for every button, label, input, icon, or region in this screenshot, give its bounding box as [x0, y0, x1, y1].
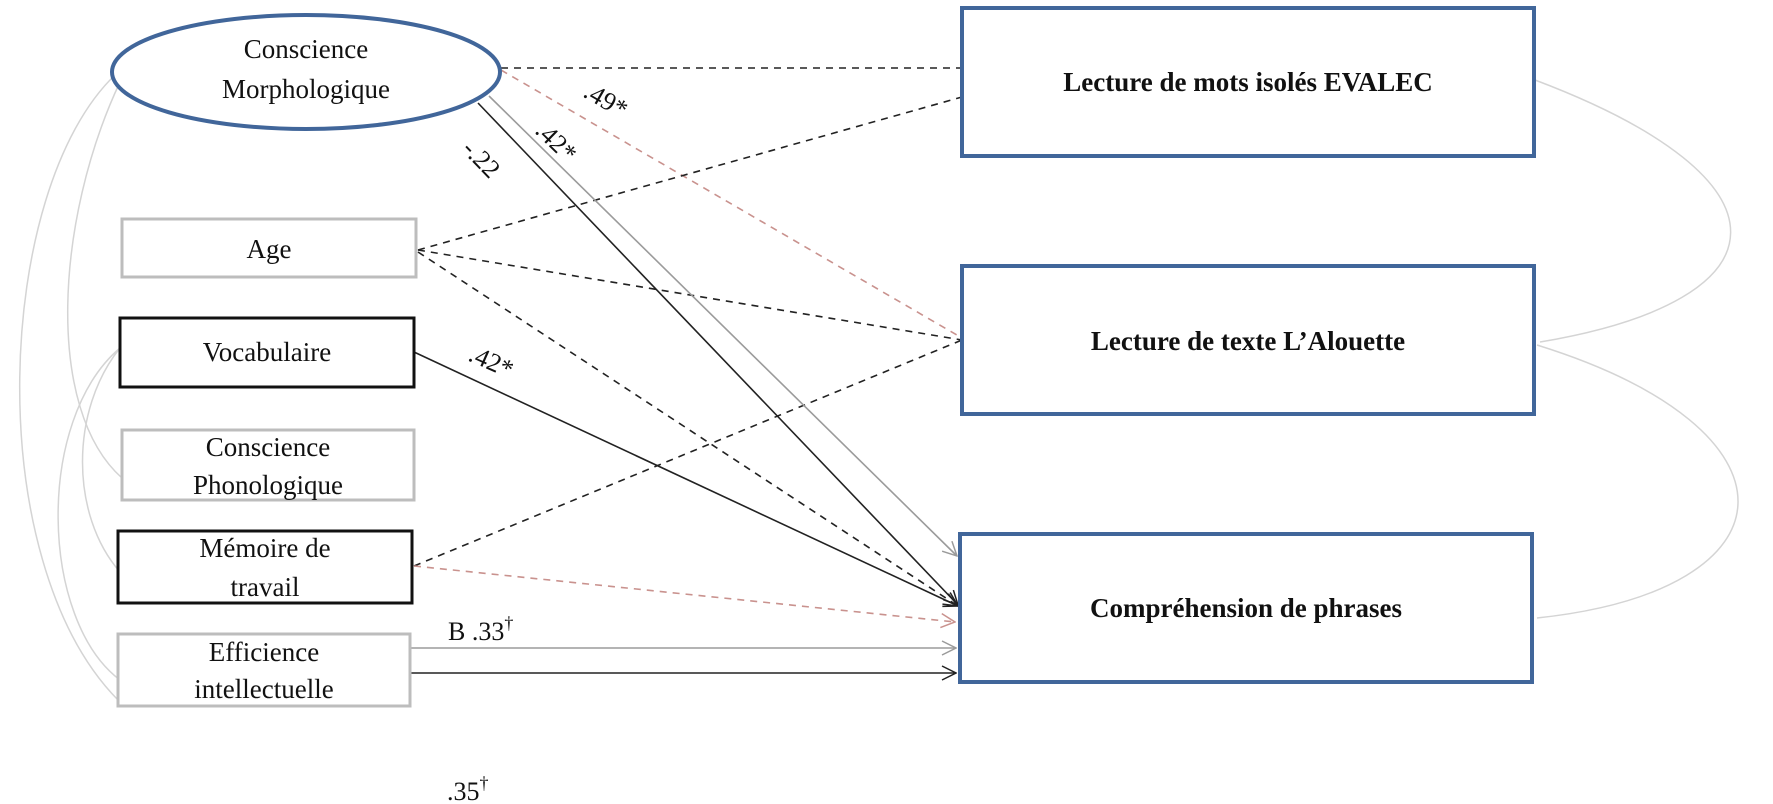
- correlation-arc-outcomes-upper: [1534, 79, 1732, 343]
- path-morph-comp-black: [477, 102, 958, 605]
- path-morph-comp-gray: [488, 95, 957, 556]
- coef-morph-words: .49*: [579, 76, 633, 124]
- node-box: [116, 529, 414, 605]
- coef-eff-comp-black: .35†: [447, 773, 489, 804]
- dagger-mark: †: [504, 613, 513, 633]
- correlation-arc-vocab-memory: [81, 347, 121, 573]
- outcome-label: Lecture de texte L’Alouette: [1091, 326, 1405, 356]
- node-label: Age: [247, 234, 292, 264]
- latent-variable-ellipse: [110, 13, 502, 131]
- correlation-arc-outcomes-lower: [1536, 344, 1739, 619]
- path-vocab-comp: [413, 351, 958, 606]
- node-box: [118, 316, 416, 389]
- path-memory-comp: [413, 565, 955, 622]
- dagger-mark: †: [480, 773, 489, 793]
- outcome-label: Compréhension de phrases: [1090, 593, 1402, 623]
- node-label-line2: travail: [231, 572, 300, 602]
- node-label-line1: Mémoire de: [199, 533, 330, 563]
- node-lecture-mots-isoles: Lecture de mots isolés EVALEC: [960, 6, 1536, 158]
- node-label-line1: Efficience: [209, 637, 319, 667]
- node-efficience-intellectuelle: Efficience intellectuelle: [116, 632, 412, 708]
- node-conscience-phonologique: Conscience Phonologique: [120, 428, 416, 502]
- coef-eff-comp-gray: B .33†: [448, 613, 513, 646]
- dashed-paths: [413, 67, 963, 622]
- node-age: Age: [120, 217, 418, 279]
- node-vocabulaire: Vocabulaire: [118, 316, 416, 389]
- node-comprehension-de-phrases: Compréhension de phrases: [958, 532, 1534, 684]
- node-box: [120, 428, 416, 502]
- node-label-line2: Morphologique: [222, 74, 390, 104]
- node-label-line2: Phonologique: [193, 470, 343, 500]
- node-label-line1: Conscience: [206, 432, 330, 462]
- correlation-arc-morph-phono: [67, 81, 123, 479]
- path-age-comp: [417, 251, 958, 606]
- outcome-box: [960, 6, 1536, 158]
- path-morph-text: [500, 69, 963, 339]
- path-age-text: [417, 249, 963, 341]
- node-label: Vocabulaire: [203, 337, 331, 367]
- coef-vocab-comp: .42*: [465, 339, 518, 384]
- coef-value: B .33: [448, 617, 504, 646]
- outcome-box: [958, 532, 1534, 684]
- outcome-box: [960, 264, 1536, 416]
- coef-value: .35: [447, 777, 480, 804]
- node-box: [116, 632, 412, 708]
- correlation-arc-vocab-efficiency: [57, 347, 121, 681]
- coef-morph-comp-gray: .42*: [530, 115, 583, 167]
- coef-morph-comp-black: -.22: [457, 134, 506, 184]
- node-memoire-de-travail: Mémoire de travail: [116, 529, 414, 605]
- solid-paths: [410, 95, 958, 673]
- node-conscience-morphologique: Conscience Morphologique: [110, 13, 502, 131]
- path-coefficients: .49* .42* -.22 .42* B .33† .35†: [447, 76, 633, 804]
- node-lecture-de-texte: Lecture de texte L’Alouette: [960, 264, 1536, 416]
- correlation-arc-morph-efficiency: [19, 74, 119, 701]
- node-label-line1: Conscience: [244, 34, 368, 64]
- node-box: [120, 217, 418, 279]
- outcome-label: Lecture de mots isolés EVALEC: [1063, 67, 1433, 97]
- path-age-words: [417, 96, 963, 251]
- node-label-line2: intellectuelle: [194, 674, 333, 704]
- correlation-arcs: [19, 74, 1739, 701]
